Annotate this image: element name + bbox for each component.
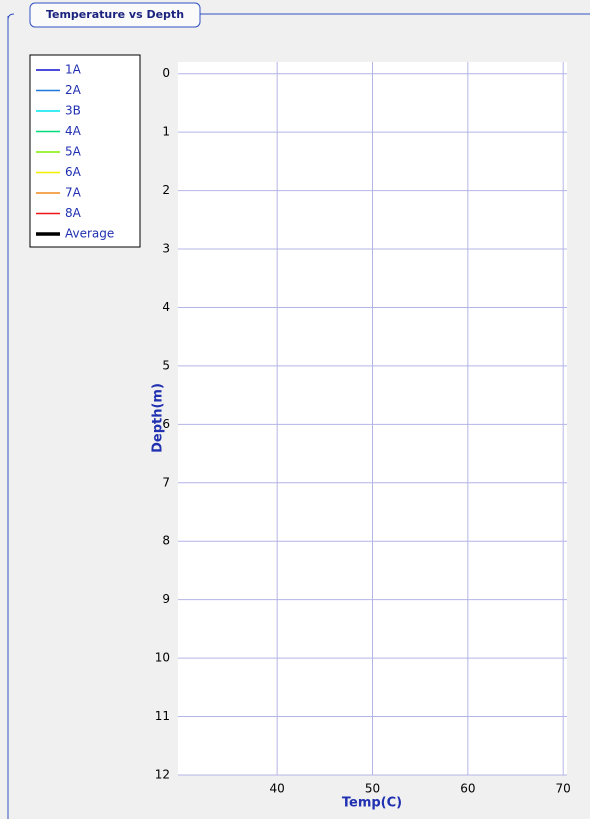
- y-axis-label: Depth(m): [151, 383, 166, 453]
- x-tick-label: 70: [556, 782, 571, 796]
- legend-label: Average: [65, 227, 114, 241]
- x-tick-label: 40: [270, 782, 285, 796]
- y-tick-label: 9: [162, 592, 170, 606]
- x-axis-label: Temp(C): [342, 796, 402, 811]
- panel-corner: [7, 13, 15, 21]
- y-tick-label: 8: [162, 534, 170, 548]
- y-tick-label: 1: [162, 125, 170, 139]
- legend-label: 6A: [65, 165, 82, 179]
- y-tick-label: 11: [155, 709, 170, 723]
- x-tick-label: 60: [460, 782, 475, 796]
- legend-label: 5A: [65, 145, 82, 159]
- legend-label: 8A: [65, 206, 82, 220]
- legend-label: 4A: [65, 124, 82, 138]
- y-tick-label: 3: [162, 242, 170, 256]
- panel-title: Temperature vs Depth: [46, 8, 184, 21]
- legend-label: 3B: [65, 104, 81, 118]
- legend-label: 7A: [65, 186, 82, 200]
- y-tick-label: 10: [155, 651, 170, 665]
- y-tick-label: 7: [162, 475, 170, 489]
- y-tick-label: 2: [162, 183, 170, 197]
- legend: [29, 54, 141, 248]
- legend-label: 2A: [65, 83, 82, 97]
- y-tick-label: 6: [162, 417, 170, 431]
- y-tick-label: 5: [162, 358, 170, 372]
- y-tick-label: 4: [162, 300, 170, 314]
- y-tick-label: 12: [155, 768, 170, 782]
- x-tick-label: 50: [365, 782, 380, 796]
- panel-tab: [29, 2, 201, 28]
- legend-label: 1A: [65, 63, 82, 77]
- y-tick-label: 0: [162, 66, 170, 80]
